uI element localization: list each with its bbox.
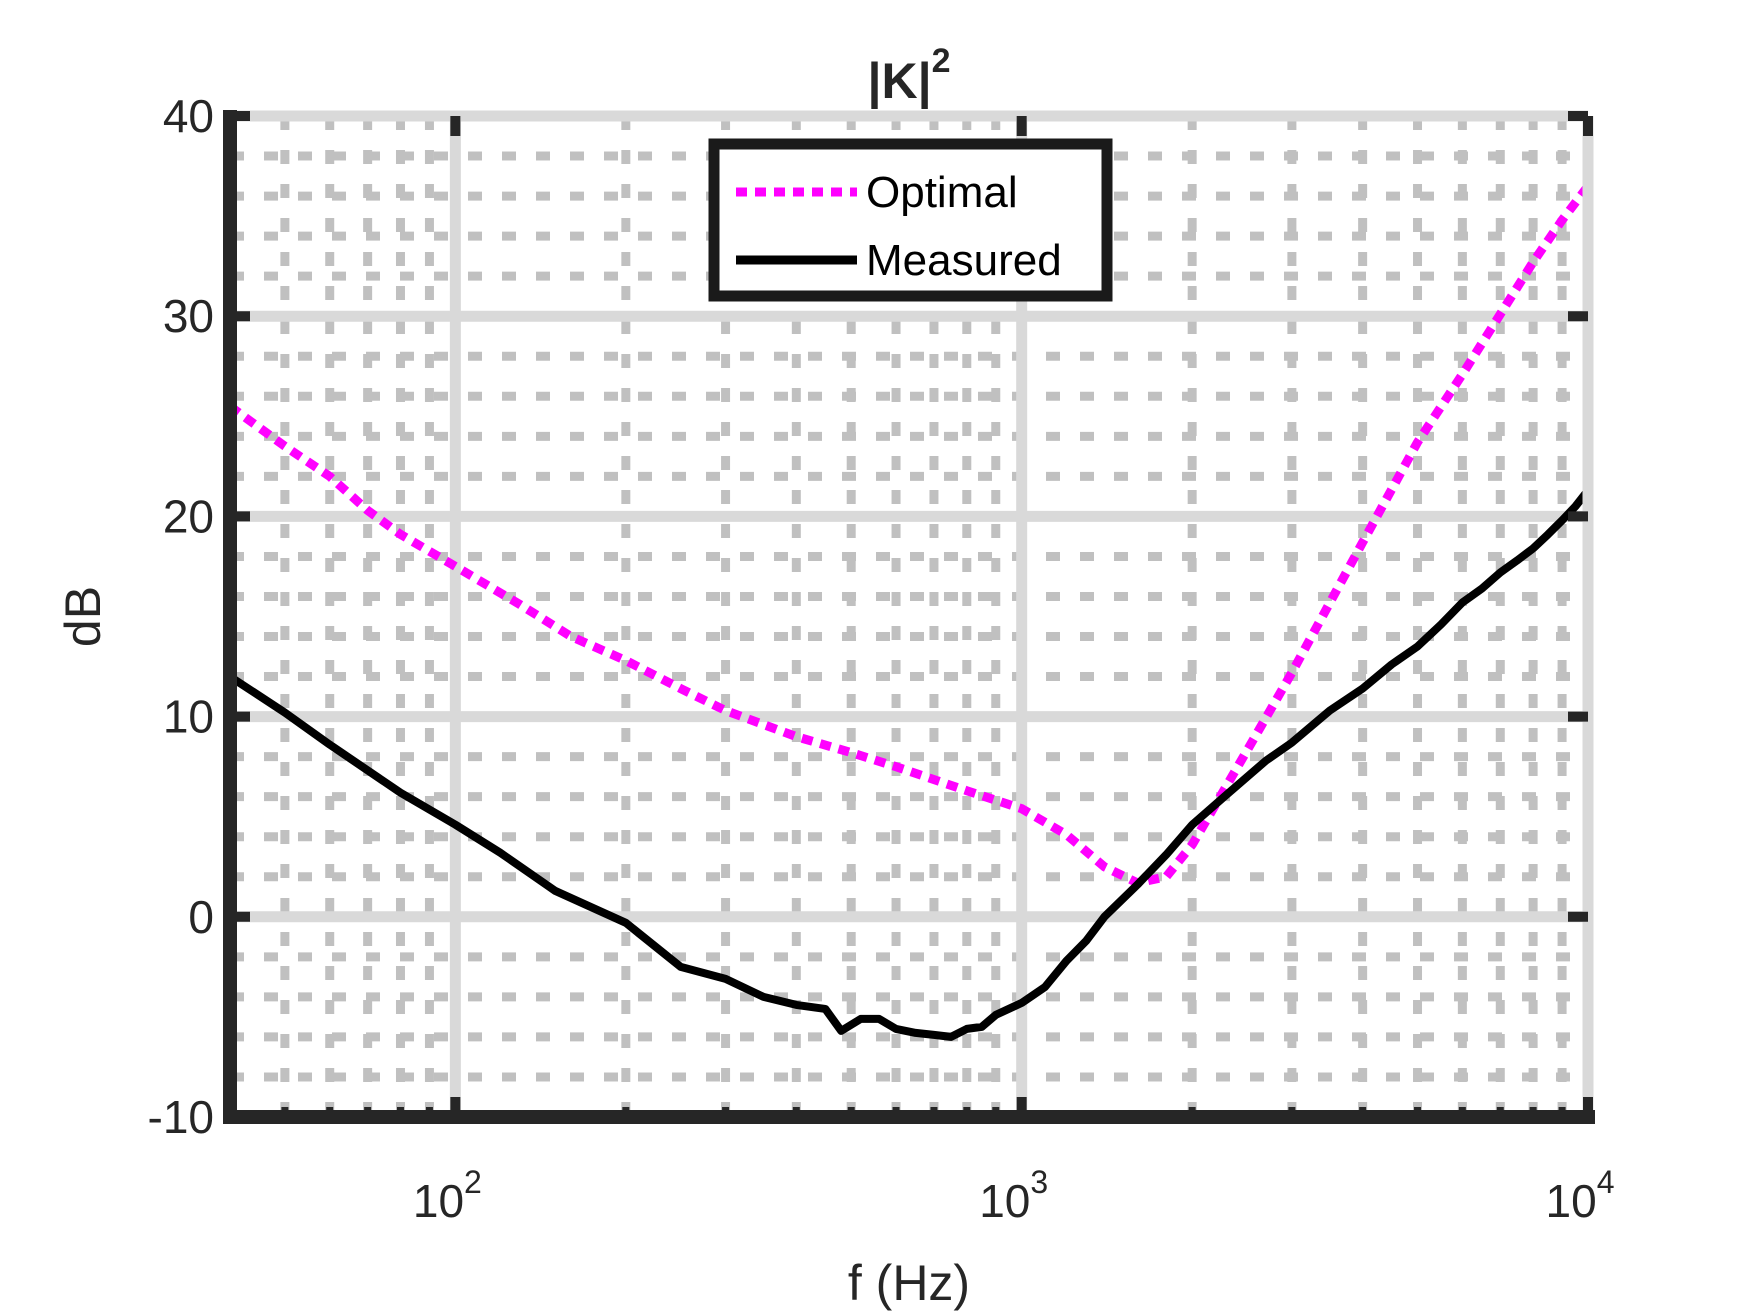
y-tick-label: 20 <box>163 490 214 542</box>
x-axis-label: f (Hz) <box>848 1255 970 1311</box>
series-layer <box>227 183 1592 1041</box>
axes-layer <box>223 110 1595 1124</box>
chart-title-superscript: 2 <box>932 42 951 80</box>
y-axis-label: dB <box>55 586 111 647</box>
x-tick-label: 102 <box>413 1164 482 1227</box>
x-tick-label: 104 <box>1546 1164 1615 1227</box>
chart-title-main: |K| <box>867 53 931 110</box>
x-tick-label-exponent: 4 <box>1597 1164 1615 1200</box>
legend-label-optimal: Optimal <box>866 168 1018 217</box>
y-tick-label: 10 <box>163 691 214 743</box>
x-tick-label-exponent: 2 <box>464 1164 482 1200</box>
y-tick-label: 0 <box>188 891 214 943</box>
y-tick-label: 30 <box>163 290 214 342</box>
series-line-optimal <box>227 183 1592 888</box>
legend: Optimal Measured <box>708 138 1113 302</box>
series-line-measured <box>227 487 1592 1041</box>
y-tick-label: 40 <box>163 90 214 142</box>
chart-title: |K|2 <box>867 42 950 110</box>
x-tick-label-base: 10 <box>413 1175 464 1227</box>
x-tick-label-exponent: 3 <box>1030 1164 1048 1200</box>
y-tick-label: -10 <box>148 1091 214 1143</box>
x-tick-label-base: 10 <box>1546 1175 1597 1227</box>
x-tick-label-base: 10 <box>979 1175 1030 1227</box>
legend-label-measured: Measured <box>866 236 1062 285</box>
legend-box <box>708 138 1113 302</box>
x-tick-label: 103 <box>979 1164 1048 1227</box>
